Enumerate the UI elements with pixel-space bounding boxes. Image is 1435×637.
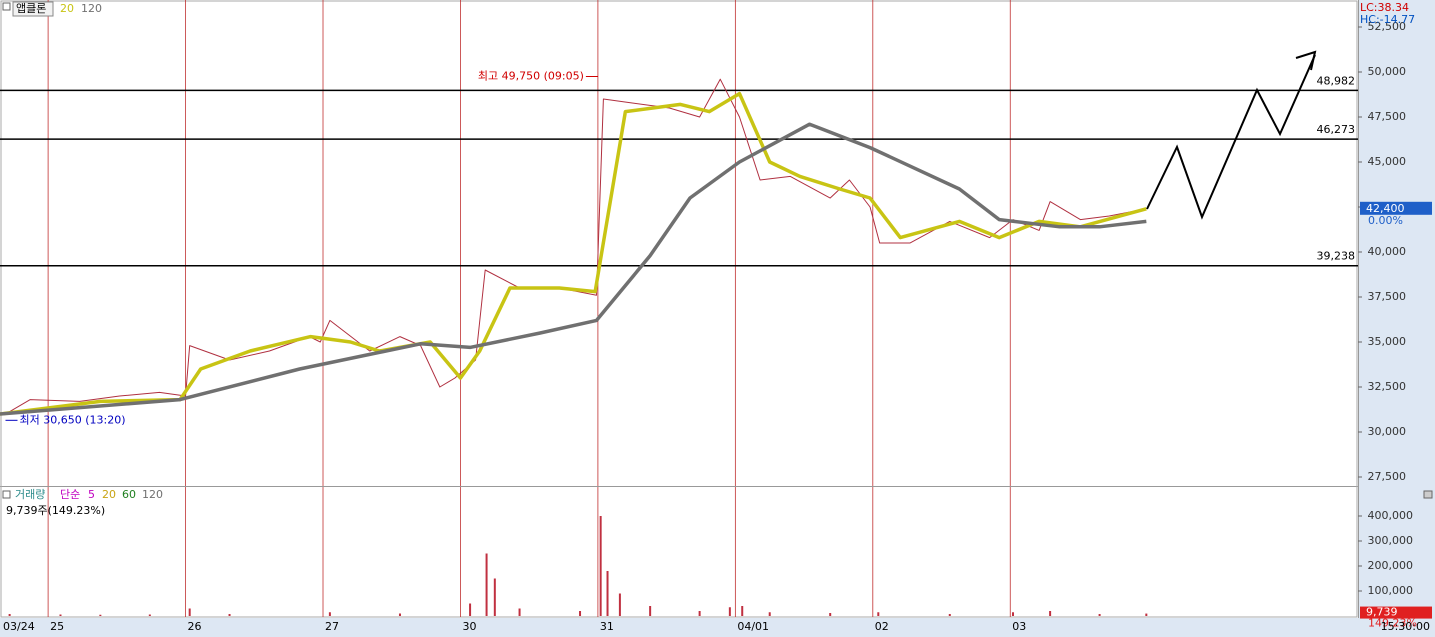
change-label: 0.00%	[1368, 214, 1403, 227]
level-label: 46,273	[1317, 123, 1356, 136]
annotation: 최고 49,750 (09:05)	[478, 70, 584, 83]
ma-period: 5	[88, 488, 95, 501]
volume-title: 거래량	[15, 488, 45, 501]
y-tick-label: 400,000	[1368, 509, 1414, 522]
volume-summary: 9,739주(149.23%)	[6, 504, 105, 517]
y-tick-label: 45,000	[1368, 155, 1407, 168]
volume-bar	[606, 571, 609, 616]
stock-name: 앱클론	[16, 2, 46, 15]
volume-bar	[829, 613, 832, 616]
frame	[0, 0, 1358, 618]
y-tick-label: 300,000	[1368, 534, 1414, 547]
ma-period: 20	[102, 488, 116, 501]
x-tick-label: 02	[875, 620, 889, 633]
volume-bar	[188, 608, 191, 616]
volume-bar	[1145, 613, 1148, 616]
moving-average	[0, 91, 1147, 416]
last-volume-label: 9,739	[1366, 606, 1398, 619]
y-tick-label: 47,500	[1368, 110, 1407, 123]
y-tick-label: 37,500	[1368, 290, 1407, 303]
volume-bar	[398, 613, 401, 616]
x-tick-label: 03/24	[3, 620, 35, 633]
volume-bar	[148, 614, 151, 616]
volume-bar	[99, 614, 102, 616]
last-volume-box	[1360, 606, 1432, 619]
x-tick-label: 25	[50, 620, 64, 633]
title-box	[12, 1, 54, 17]
y-tick-label: 50,000	[1368, 65, 1407, 78]
ma-period: 120	[142, 488, 163, 501]
annotation: 최저 30,650 (13:20)	[19, 413, 125, 426]
drawn-arrowhead	[1295, 50, 1317, 71]
level-label: 48,982	[1317, 74, 1356, 87]
axis-panel	[1358, 0, 1435, 637]
lc-label: LC:38.34	[1360, 1, 1409, 14]
volume-bar	[877, 612, 880, 616]
y-tick-label: 200,000	[1368, 559, 1414, 572]
volume-bar	[469, 603, 472, 616]
volume-bar	[618, 593, 621, 616]
volume-bar	[698, 611, 701, 616]
last-price-label: 42,400	[1366, 202, 1405, 215]
x-tick-label: 04/01	[737, 620, 769, 633]
ma-label: 단순	[60, 488, 80, 501]
volume-bar	[493, 578, 496, 616]
y-tick-label: 32,500	[1368, 380, 1407, 393]
y-tick-label: 52,500	[1368, 20, 1407, 33]
legend-entry: 120	[81, 2, 102, 15]
date-axis-panel	[0, 618, 1435, 637]
volume-bar	[1049, 611, 1052, 616]
volume-bar	[599, 516, 602, 616]
y-tick-label: 27,500	[1368, 470, 1407, 483]
volume-bar	[328, 612, 331, 616]
y-tick-label: 30,000	[1368, 425, 1407, 438]
x-tick-label: 03	[1012, 620, 1026, 633]
drawn-zigzag	[1146, 54, 1316, 220]
ma-period: 60	[122, 488, 136, 501]
volume-bar	[741, 606, 744, 616]
last-volume-change: 149.23%	[1368, 617, 1417, 630]
volume-bar	[948, 614, 951, 616]
volume-bar	[649, 606, 652, 616]
legend-entry: 20	[60, 2, 74, 15]
volume-bar	[579, 611, 582, 616]
close-button[interactable]	[1423, 490, 1433, 499]
last-price-box	[1360, 201, 1432, 215]
x-tick-label: 31	[600, 620, 614, 633]
y-tick-label: 40,000	[1368, 245, 1407, 258]
time-label: 15:30:00	[1381, 620, 1430, 633]
moving-average	[0, 122, 1147, 416]
volume-bar	[768, 612, 771, 616]
volume-bar	[485, 553, 488, 616]
volume-bar	[728, 607, 731, 616]
volume-bar	[1098, 614, 1101, 616]
x-tick-label: 30	[462, 620, 476, 633]
hc-label: HC:-14.77	[1360, 13, 1415, 26]
x-tick-label: 27	[325, 620, 339, 633]
y-tick-label: 35,000	[1368, 335, 1407, 348]
x-tick-label: 26	[188, 620, 202, 633]
y-tick-label: 100,000	[1368, 584, 1414, 597]
volume-bar	[1012, 612, 1015, 616]
volume-bar	[518, 608, 521, 616]
volume-bar	[59, 614, 62, 616]
volume-bar	[8, 614, 11, 616]
panel-icon[interactable]	[2, 490, 11, 499]
volume-bar	[228, 614, 231, 616]
level-label: 39,238	[1317, 250, 1356, 263]
panel-icon[interactable]	[2, 2, 11, 11]
